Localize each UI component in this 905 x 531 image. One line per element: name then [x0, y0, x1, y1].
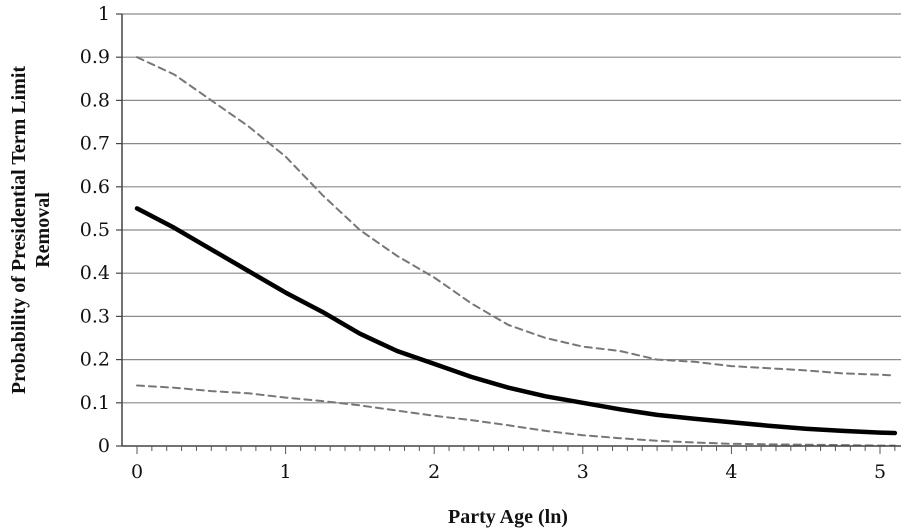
x-tick-label-2: 2 [428, 461, 440, 483]
x-tick-label-0: 0 [131, 461, 143, 483]
y-tick-label-1: 0.1 [80, 392, 110, 414]
y-axis-title-line-2: Removal [32, 192, 54, 268]
y-tick-label-2: 0.2 [80, 349, 110, 371]
y-tick-label-8: 0.8 [80, 89, 110, 111]
y-tick-label-0: 0 [98, 435, 110, 457]
y-tick-label-7: 0.7 [80, 133, 110, 155]
dashed-series-line-1 [136, 56, 896, 377]
y-axis-title: Probability of Presidential Term Limit R… [8, 66, 54, 394]
gridlines [122, 13, 901, 404]
x-tick-label-5: 5 [874, 461, 886, 483]
x-axis-title: Party Age (ln) [448, 506, 568, 528]
dashed-series-line-2 [136, 384, 896, 447]
y-tick-label-6: 0.6 [80, 176, 110, 198]
y-axis-title-line-1: Probability of Presidential Term Limit [8, 66, 30, 394]
solid-series-line-0 [134, 206, 898, 436]
y-tick-label-5: 0.5 [80, 219, 110, 241]
x-tick-label-4: 4 [725, 461, 737, 483]
x-tick-label-3: 3 [577, 461, 589, 483]
series-group [134, 56, 898, 447]
y-tick-label-3: 0.3 [80, 305, 110, 327]
y-tick-label-10: 1 [98, 3, 110, 25]
x-tick-label-1: 1 [280, 461, 292, 483]
tick-labels: 0 0.1 0.2 0.3 0.4 0.5 0.6 0.7 0.8 0.9 1 0 1 2 3 4 5 [80, 3, 886, 483]
y-tick-label-4: 0.4 [80, 262, 110, 284]
axes [116, 13, 901, 454]
y-tick-label-9: 0.9 [80, 46, 110, 68]
